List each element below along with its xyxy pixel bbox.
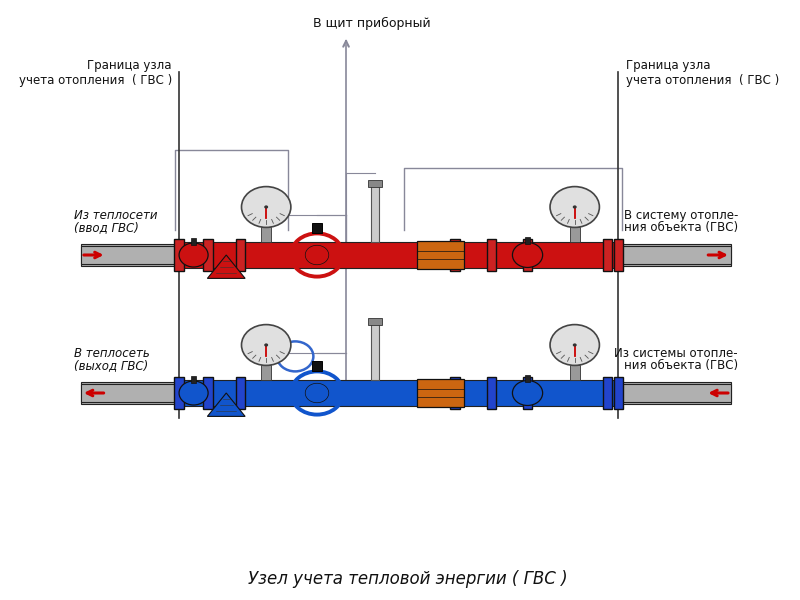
Text: учета отопления  ( ГВС ): учета отопления ( ГВС ) bbox=[626, 74, 779, 87]
Text: Из теплосети: Из теплосети bbox=[74, 209, 158, 222]
Bar bbox=[81, 382, 179, 404]
Bar bbox=[191, 376, 196, 383]
Text: (выход ГВС): (выход ГВС) bbox=[74, 359, 148, 372]
Bar bbox=[371, 182, 378, 242]
Bar bbox=[523, 377, 532, 409]
Circle shape bbox=[306, 383, 329, 403]
Bar bbox=[81, 244, 179, 266]
Bar bbox=[526, 237, 530, 244]
Text: ния объекта (ГВС): ния объекта (ГВС) bbox=[624, 359, 738, 372]
Bar bbox=[236, 377, 246, 409]
Bar bbox=[486, 377, 496, 409]
Bar bbox=[174, 377, 184, 409]
Text: (ввод ГВС): (ввод ГВС) bbox=[74, 221, 138, 234]
Bar bbox=[371, 320, 378, 380]
Bar bbox=[614, 239, 623, 271]
Bar bbox=[236, 239, 246, 271]
Bar bbox=[618, 244, 731, 266]
Circle shape bbox=[550, 325, 599, 365]
Bar bbox=[450, 377, 460, 409]
Bar bbox=[203, 377, 213, 409]
Bar bbox=[614, 246, 731, 264]
Text: В теплосеть: В теплосеть bbox=[74, 347, 150, 360]
Text: Из системы отопле-: Из системы отопле- bbox=[614, 347, 738, 360]
Bar bbox=[179, 242, 618, 268]
Text: ния объекта (ГВС): ния объекта (ГВС) bbox=[624, 221, 738, 234]
Bar bbox=[523, 239, 532, 271]
Bar bbox=[417, 379, 464, 407]
Polygon shape bbox=[207, 393, 245, 416]
Circle shape bbox=[242, 325, 291, 365]
Bar bbox=[526, 375, 530, 382]
Text: учета отопления  ( ГВС ): учета отопления ( ГВС ) bbox=[18, 74, 172, 87]
Bar bbox=[312, 361, 322, 371]
Polygon shape bbox=[207, 255, 245, 278]
Text: В систему отопле-: В систему отопле- bbox=[624, 209, 738, 222]
Text: В щит приборный: В щит приборный bbox=[313, 17, 430, 30]
Circle shape bbox=[242, 187, 291, 227]
Bar bbox=[417, 241, 464, 269]
Text: Граница узла: Граница узла bbox=[87, 59, 172, 72]
Bar bbox=[261, 227, 271, 242]
Bar bbox=[191, 238, 196, 245]
Circle shape bbox=[179, 243, 208, 267]
Circle shape bbox=[306, 245, 329, 265]
Bar bbox=[81, 384, 182, 402]
Bar bbox=[602, 377, 612, 409]
Bar bbox=[614, 377, 623, 409]
Bar bbox=[602, 239, 612, 271]
Circle shape bbox=[179, 381, 208, 405]
Bar bbox=[179, 380, 618, 406]
Bar bbox=[486, 239, 496, 271]
Text: Граница узла: Граница узла bbox=[626, 59, 710, 72]
Bar bbox=[614, 384, 731, 402]
Circle shape bbox=[573, 343, 577, 347]
Text: Узел учета тепловой энергии ( ГВС ): Узел учета тепловой энергии ( ГВС ) bbox=[248, 570, 567, 588]
Bar bbox=[618, 382, 731, 404]
Bar bbox=[570, 365, 580, 380]
Circle shape bbox=[264, 205, 268, 209]
Circle shape bbox=[573, 205, 577, 209]
Bar bbox=[570, 227, 580, 242]
Circle shape bbox=[513, 242, 542, 268]
Circle shape bbox=[264, 343, 268, 347]
Bar bbox=[312, 223, 322, 233]
Bar bbox=[450, 239, 460, 271]
Bar bbox=[368, 180, 382, 187]
Bar bbox=[261, 365, 271, 380]
Bar bbox=[174, 239, 184, 271]
Circle shape bbox=[513, 380, 542, 406]
Bar bbox=[368, 318, 382, 325]
Bar bbox=[203, 239, 213, 271]
Bar bbox=[81, 246, 182, 264]
Circle shape bbox=[550, 187, 599, 227]
